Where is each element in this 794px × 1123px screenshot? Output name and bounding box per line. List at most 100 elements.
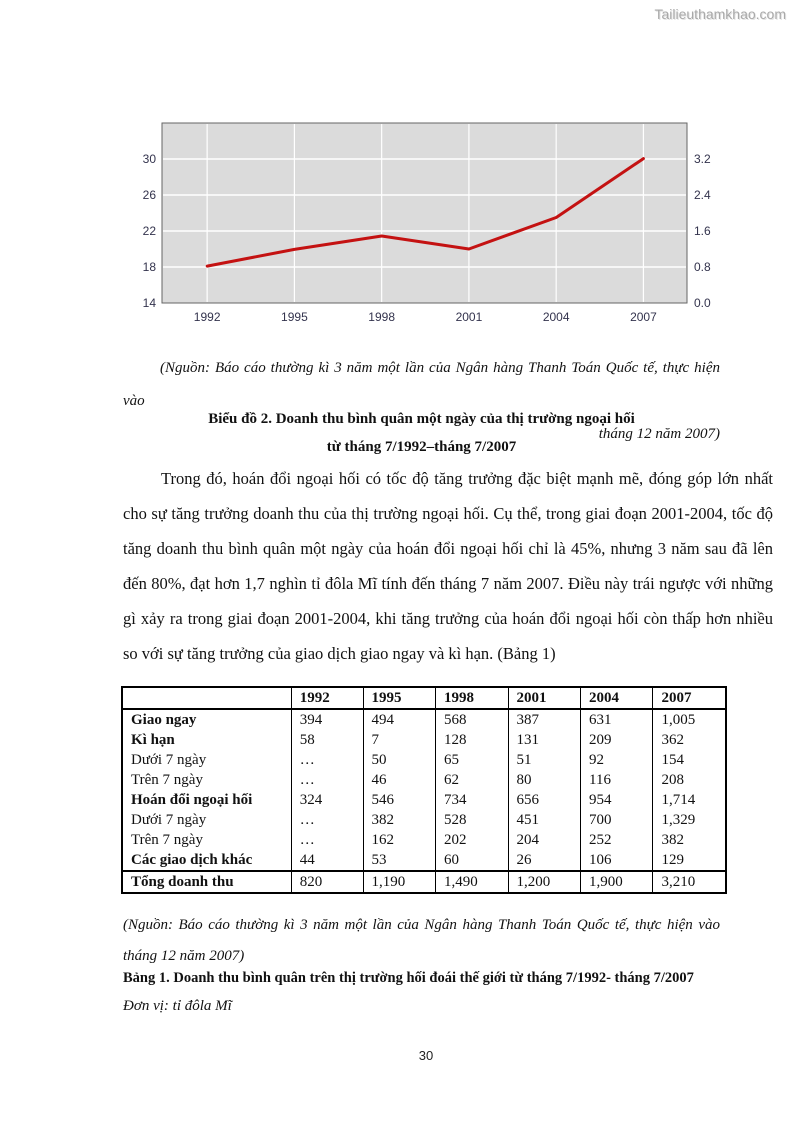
table-cell: 51 <box>507 750 582 770</box>
table-row-label: Trên 7 ngày <box>121 770 292 790</box>
table-cell: 80 <box>507 770 582 790</box>
table-cell: 387 <box>507 709 582 730</box>
table-row-label: Tổng doanh thu <box>121 870 292 893</box>
table-cell: … <box>290 810 364 830</box>
left-axis-tick: 18 <box>143 260 157 274</box>
chart-source-line1: (Nguồn: Báo cáo thường kì 3 năm một lần … <box>123 360 720 409</box>
table-cell: 954 <box>579 790 654 810</box>
table-cell: 92 <box>579 750 654 770</box>
table-header-row: 1992 1995 1998 2001 2004 2007 <box>121 687 727 710</box>
table-unit-note: Đơn vị: tỉ đôla Mĩ <box>123 998 232 1014</box>
table-cell: 546 <box>362 790 437 810</box>
table-row: Hoán đổi ngoại hối 324 546 734 656 954 1,714 <box>121 790 727 810</box>
table-cell: 494 <box>362 709 437 730</box>
table-cell: 128 <box>435 730 509 750</box>
table-row: Dưới 7 ngày… 50 65 51 92 154 <box>121 750 727 770</box>
left-axis-tick: 14 <box>143 296 157 310</box>
left-axis-tick: 30 <box>143 152 157 166</box>
right-axis-tick: 0.0 <box>694 296 711 310</box>
turnover-table: 1992 1995 1998 2001 2004 2007 Giao ngay 394 494… <box>121 686 727 894</box>
table-cell: 1,190 <box>362 870 437 893</box>
table-cell: 631 <box>579 709 654 730</box>
table-year-header: 1995 <box>362 687 437 710</box>
table-cell: 382 <box>362 810 437 830</box>
table-cell: … <box>290 770 364 790</box>
table-cell: 202 <box>435 830 509 850</box>
table-cell: 3,210 <box>652 870 727 893</box>
table-cell: 116 <box>579 770 654 790</box>
table-cell: 131 <box>507 730 582 750</box>
table-cell: 208 <box>652 770 727 790</box>
page-number: 30 <box>418 1048 434 1063</box>
table-cell: 1,714 <box>652 790 727 810</box>
table-source-line1: (Nguồn: Báo cáo thường kì 3 năm một lần … <box>123 917 720 933</box>
table-row: Tổng doanh thu 820 1,190 1,490 1,200 1,900 3,2… <box>121 870 727 893</box>
x-axis-tick: 2001 <box>456 310 483 324</box>
table-cell: 53 <box>362 850 437 871</box>
table-cell: 1,200 <box>507 870 582 893</box>
table-cell: 324 <box>290 790 364 810</box>
table-cell: 382 <box>652 830 727 850</box>
chart-caption-line2: từ tháng 7/1992–tháng 7/2007 <box>326 439 517 455</box>
table-cell: 1,329 <box>652 810 727 830</box>
table-cell: 44 <box>290 850 364 871</box>
chart-caption: Biểu đồ 2. Doanh thu bình quân một ngày … <box>123 405 720 461</box>
table-row: Trên 7 ngày… 46 62 80 116 208 <box>121 770 727 790</box>
watermark-text: Tailieuthamkhao.com <box>654 6 786 22</box>
table-cell: 50 <box>362 750 437 770</box>
right-axis-tick: 3.2 <box>694 152 711 166</box>
table-cell: 568 <box>435 709 509 730</box>
table-cell: 394 <box>290 709 364 730</box>
chart-source-line2: tháng 12 năm 2007) <box>598 426 720 442</box>
table-cell: 1,900 <box>579 870 654 893</box>
table-row: Dưới 7 ngày… 382 528 451 700 1,329 <box>121 810 727 830</box>
table-row: Trên 7 ngày… 162 202 204 252 382 <box>121 830 727 850</box>
right-axis-tick: 1.6 <box>694 224 711 238</box>
table-cell: 1,490 <box>435 870 509 893</box>
x-axis-tick: 2004 <box>543 310 570 324</box>
table-cell: 700 <box>579 810 654 830</box>
table-cell: 451 <box>507 810 582 830</box>
table-cell: 60 <box>435 850 509 871</box>
left-axis-tick: 26 <box>143 188 157 202</box>
table-cell: 162 <box>362 830 437 850</box>
chart-caption-line1: Biểu đồ 2. Doanh thu bình quân một ngày … <box>208 411 635 427</box>
table-row: Các giao dịch khác 44 53 60 26 106 129 <box>121 850 727 871</box>
table-cell: 129 <box>652 850 727 871</box>
table-year-header: 2007 <box>652 687 727 710</box>
table-cell: 820 <box>290 870 364 893</box>
x-axis-tick: 2007 <box>630 310 657 324</box>
table-row-label: Kì hạn <box>121 730 292 750</box>
x-axis-tick: 1995 <box>281 310 308 324</box>
body-paragraph: Trong đó, hoán đổi ngoại hối có tốc độ t… <box>123 469 773 663</box>
table-row-label: Dưới 7 ngày <box>121 750 292 770</box>
table-row-label: Các giao dịch khác <box>121 850 292 871</box>
table-cell: 58 <box>290 730 364 750</box>
table-cell: 46 <box>362 770 437 790</box>
table-row-label: Hoán đổi ngoại hối <box>121 790 292 810</box>
data-line <box>205 157 645 268</box>
table-row-label: Trên 7 ngày <box>121 830 292 850</box>
chart-source-citation: (Nguồn: Báo cáo thường kì 3 năm một lần … <box>123 352 720 451</box>
table-source-line2: tháng 12 năm 2007) <box>123 948 245 964</box>
table-row: Giao ngay 394 494 568 387 631 1,005 <box>121 709 727 730</box>
table-cell: 734 <box>435 790 509 810</box>
table-corner-cell <box>121 687 292 710</box>
table-cell: 1,005 <box>652 709 727 730</box>
table-cell: 106 <box>579 850 654 871</box>
line-chart-figure: 30 3.2 26 2.4 22 1.6 18 0.8 14 0.0 1992 1995 1998 200… <box>135 118 715 330</box>
x-axis-tick: 1998 <box>368 310 395 324</box>
table-cell: 26 <box>507 850 582 871</box>
turnover-table-head: 1992 1995 1998 2001 2004 2007 <box>121 687 727 710</box>
table-cell: 362 <box>652 730 727 750</box>
table-year-header: 1998 <box>435 687 509 710</box>
table-cell: 65 <box>435 750 509 770</box>
table-year-header: 1992 <box>290 687 364 710</box>
table-cell: 62 <box>435 770 509 790</box>
table-caption: Bảng 1. Doanh thu bình quân trên thị trư… <box>123 970 694 986</box>
line-chart: 30 3.2 26 2.4 22 1.6 18 0.8 14 0.0 1992 1995 1998 200… <box>143 122 711 324</box>
table-cell: 204 <box>507 830 582 850</box>
table-cell: 154 <box>652 750 727 770</box>
table-cell: … <box>290 830 364 850</box>
